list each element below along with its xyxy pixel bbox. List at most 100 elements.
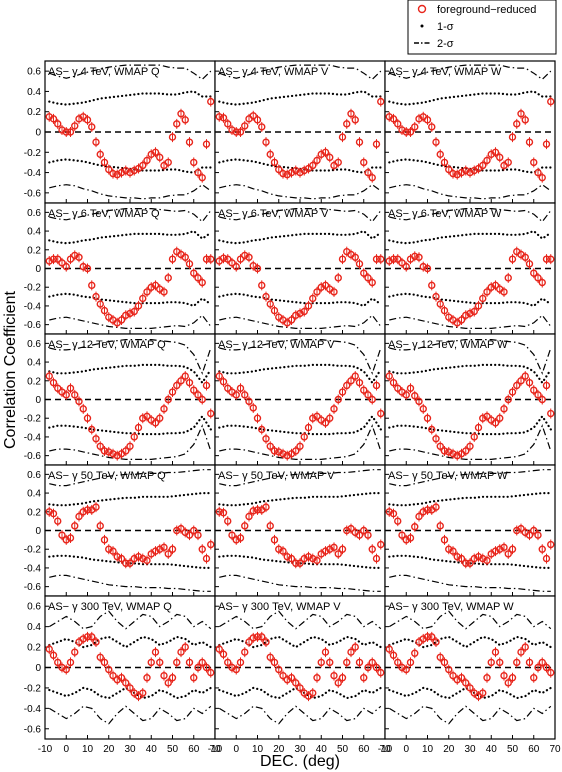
data-point: [181, 643, 189, 651]
data-point: [219, 378, 228, 386]
data-point: [355, 531, 364, 539]
data-point: [62, 128, 70, 136]
data-point: [343, 120, 351, 128]
data-point: [100, 158, 109, 167]
data-point: [343, 381, 351, 390]
data-point: [530, 386, 538, 394]
data-point: [542, 381, 551, 390]
data-point: [245, 397, 253, 406]
data-point: [117, 674, 126, 682]
data-point: [326, 545, 334, 553]
data-point: [241, 391, 249, 399]
data-point: [83, 506, 92, 514]
data-point: [122, 447, 130, 455]
data-point: [58, 259, 66, 267]
data-point: [304, 423, 313, 432]
panel-label: AS− γ 50 TeV, WMAP W: [388, 470, 508, 482]
data-point: [317, 150, 325, 159]
data-point: [49, 509, 58, 518]
x-tick-label: 50: [507, 744, 519, 755]
y-tick-label: 0.6: [27, 339, 41, 350]
data-point: [45, 372, 53, 380]
data-point: [330, 671, 338, 680]
data-point: [389, 378, 398, 387]
data-point: [258, 425, 266, 434]
data-point: [525, 378, 534, 387]
data-point: [100, 447, 109, 455]
two-sigma-lower: [218, 705, 382, 725]
legend-marker-dot: [420, 24, 424, 28]
y-tick-label: 0.4: [27, 622, 41, 633]
data-point: [508, 133, 517, 141]
panel-label: AS− γ 50 TeV, WMAP V: [218, 470, 335, 482]
two-sigma-lower: [49, 314, 212, 329]
data-point: [134, 553, 143, 561]
data-point: [321, 281, 330, 290]
panel-label: AS− γ 4 TeV, WMAP V: [218, 66, 329, 78]
data-point: [168, 133, 177, 141]
data-point: [228, 259, 236, 267]
data-point: [236, 128, 245, 136]
data-point: [470, 166, 478, 175]
data-point: [241, 251, 249, 260]
data-point: [79, 262, 87, 271]
data-point: [139, 161, 147, 170]
data-point: [296, 309, 304, 318]
data-point: [219, 114, 228, 122]
y-tick-label: 0: [35, 663, 41, 674]
panel-r5-c2: AS− γ 300 TeV, WMAP V: [214, 595, 386, 740]
data-point: [62, 262, 70, 271]
data-point: [521, 253, 529, 261]
data-point: [194, 531, 202, 539]
data-point: [215, 113, 223, 121]
data-point: [92, 638, 100, 646]
data-point: [474, 302, 483, 310]
two-sigma-upper: [219, 469, 381, 487]
data-point: [198, 173, 206, 182]
one-sigma-upper: [388, 492, 552, 507]
data-point: [496, 414, 504, 422]
data-point: [177, 110, 185, 118]
data-point: [173, 120, 181, 128]
data-point: [525, 531, 534, 539]
data-point: [241, 122, 249, 130]
data-point: [466, 442, 474, 450]
data-point: [113, 170, 121, 179]
data-point: [309, 161, 317, 170]
data-point: [219, 509, 228, 517]
panel-label: AS− γ 300 TeV, WMAP V: [218, 601, 341, 613]
data-point: [96, 522, 104, 530]
data-point: [513, 381, 521, 390]
data-point: [313, 156, 321, 165]
data-point: [134, 423, 143, 432]
data-point: [160, 405, 168, 413]
data-point: [449, 547, 457, 555]
data-point: [423, 116, 432, 124]
data-point: [411, 252, 419, 261]
data-point: [100, 658, 109, 667]
data-point: [513, 658, 521, 667]
data-point: [385, 257, 393, 265]
data-point: [49, 115, 58, 123]
data-point: [147, 283, 155, 291]
data-point: [62, 665, 70, 674]
data-point: [96, 442, 104, 450]
y-tick-label: -0.4: [24, 563, 42, 574]
data-point: [62, 536, 70, 544]
data-point: [266, 522, 274, 530]
data-point: [321, 648, 330, 656]
data-point: [151, 281, 160, 290]
data-point: [415, 397, 423, 406]
data-point: [66, 384, 75, 392]
data-point: [470, 307, 478, 316]
data-point: [377, 540, 385, 549]
two-sigma-upper: [389, 208, 552, 223]
data-point: [83, 633, 92, 641]
data-point: [198, 658, 206, 667]
data-point: [313, 288, 321, 296]
data-point: [479, 414, 487, 422]
data-point: [262, 138, 270, 146]
data-point: [262, 638, 270, 646]
legend-label-1sigma: 1-σ: [437, 21, 454, 33]
data-point: [534, 274, 542, 282]
